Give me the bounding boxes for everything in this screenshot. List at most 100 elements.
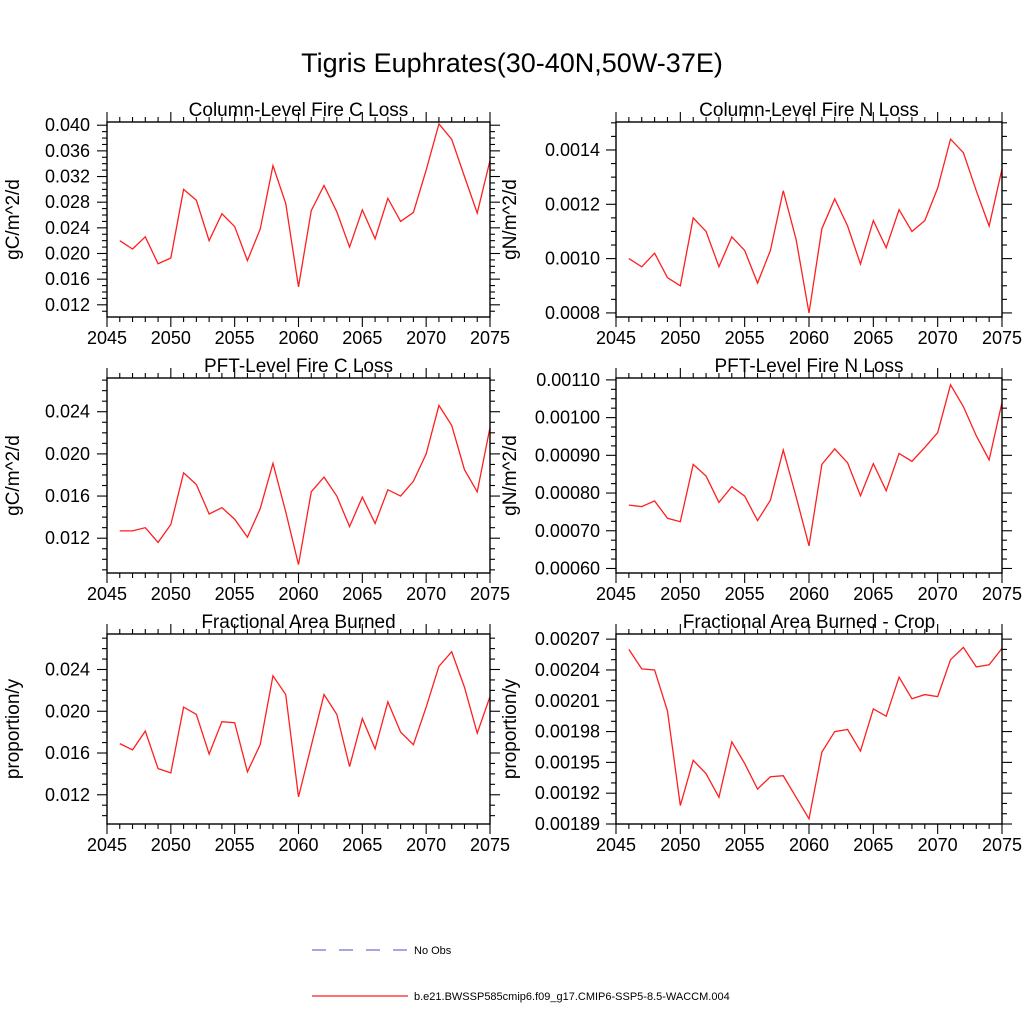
x-tick-label: 2055 xyxy=(215,584,255,604)
y-tick-label: 0.0010 xyxy=(545,249,600,269)
y-tick-label: 0.0012 xyxy=(545,194,600,214)
x-tick-label: 2065 xyxy=(342,328,382,348)
y-tick-label: 0.012 xyxy=(45,785,90,805)
y-tick-label: 0.012 xyxy=(45,528,90,548)
panels-group: Column-Level Fire C Loss gC/m^2/d 2045 2050… xyxy=(3,100,1022,855)
x-tick-label: 2075 xyxy=(470,328,510,348)
panel-3: PFT-Level Fire C Loss gC/m^2/d 2045 2050 205… xyxy=(3,356,510,604)
y-tick-label: 0.00192 xyxy=(535,783,600,803)
y-tick-label: 0.016 xyxy=(45,743,90,763)
legend-label-no-obs: No Obs xyxy=(414,945,452,957)
x-tick-label: 2075 xyxy=(470,584,510,604)
x-tick-label: 2055 xyxy=(215,328,255,348)
x-tick-label: 2045 xyxy=(596,835,636,855)
plot-frame xyxy=(615,633,1003,825)
plot-frame xyxy=(615,377,1003,574)
x-tick-label: 2050 xyxy=(660,835,700,855)
y-axis-label: gN/m^2/d xyxy=(500,435,521,516)
x-tick-label: 2065 xyxy=(853,584,893,604)
panel-5: Fractional Area Burned proportion/y 2045 20… xyxy=(3,612,510,855)
y-tick-label: 0.016 xyxy=(45,269,90,289)
x-tick-label: 2055 xyxy=(215,835,255,855)
y-axis-label: gN/m^2/d xyxy=(500,179,521,260)
x-tick-label: 2055 xyxy=(725,328,765,348)
y-axis-label: gC/m^2/d xyxy=(3,435,24,516)
y-tick-label: 0.024 xyxy=(45,659,90,679)
series-line xyxy=(119,650,491,798)
series-line xyxy=(628,137,1003,314)
panel-title: Column-Level Fire N Loss xyxy=(699,100,919,121)
x-tick-label: 2045 xyxy=(596,584,636,604)
series-line xyxy=(628,383,1003,547)
plot-frame xyxy=(615,121,1003,318)
x-tick-label: 2065 xyxy=(853,328,893,348)
panel-2: Column-Level Fire N Loss gN/m^2/d 2045 2050… xyxy=(500,100,1022,348)
y-tick-label: 0.00070 xyxy=(535,521,600,541)
legend: No Obs b.e21.BWSSP585cmip6.f09_g17.CMIP6… xyxy=(312,945,730,1003)
y-tick-label: 0.020 xyxy=(45,701,90,721)
x-tick-label: 2065 xyxy=(342,835,382,855)
y-tick-label: 0.00207 xyxy=(535,629,600,649)
panel-title: Fractional Area Burned xyxy=(201,612,395,633)
x-tick-label: 2055 xyxy=(725,835,765,855)
panel-title: PFT-Level Fire C Loss xyxy=(204,356,393,377)
x-tick-label: 2050 xyxy=(151,328,191,348)
x-tick-label: 2060 xyxy=(789,584,829,604)
y-tick-label: 0.00198 xyxy=(535,722,600,742)
x-tick-label: 2045 xyxy=(87,835,127,855)
panel-title: Column-Level Fire C Loss xyxy=(189,100,409,121)
y-tick-label: 0.012 xyxy=(45,295,90,315)
x-tick-label: 2070 xyxy=(406,584,446,604)
plot-frame xyxy=(106,121,491,318)
y-tick-label: 0.0014 xyxy=(545,140,600,160)
x-tick-label: 2055 xyxy=(725,584,765,604)
x-tick-label: 2065 xyxy=(853,835,893,855)
x-tick-label: 2075 xyxy=(470,835,510,855)
y-tick-label: 0.00201 xyxy=(535,691,600,711)
x-tick-label: 2075 xyxy=(982,584,1022,604)
x-tick-label: 2070 xyxy=(918,835,958,855)
y-tick-label: 0.040 xyxy=(45,115,90,135)
panel-1: Column-Level Fire C Loss gC/m^2/d 2045 2050… xyxy=(3,100,510,348)
x-tick-label: 2070 xyxy=(406,835,446,855)
panel-6: Fractional Area Burned - Crop proportion/… xyxy=(500,612,1022,855)
y-axis-label: gC/m^2/d xyxy=(3,179,24,260)
y-axis-label: proportion/y xyxy=(500,678,521,779)
x-tick-label: 2050 xyxy=(151,835,191,855)
x-tick-label: 2060 xyxy=(789,328,829,348)
x-tick-label: 2060 xyxy=(278,835,318,855)
panel-title: Fractional Area Burned - Crop xyxy=(683,612,935,633)
x-tick-label: 2060 xyxy=(789,835,829,855)
plot-frame xyxy=(106,377,491,574)
y-tick-label: 0.00100 xyxy=(535,408,600,428)
y-tick-label: 0.016 xyxy=(45,486,90,506)
plot-frame xyxy=(106,633,491,825)
panel-title: PFT-Level Fire N Loss xyxy=(715,356,904,377)
y-tick-label: 0.00080 xyxy=(535,483,600,503)
x-tick-label: 2045 xyxy=(87,328,127,348)
series-line xyxy=(628,646,1003,821)
legend-label-model: b.e21.BWSSP585cmip6.f09_g17.CMIP6-SSP5-8… xyxy=(414,991,730,1003)
x-tick-label: 2060 xyxy=(278,328,318,348)
y-tick-label: 0.036 xyxy=(45,141,90,161)
x-tick-label: 2065 xyxy=(342,584,382,604)
series-line xyxy=(119,403,491,565)
x-tick-label: 2050 xyxy=(660,328,700,348)
x-tick-label: 2050 xyxy=(660,584,700,604)
panel-4: PFT-Level Fire N Loss gN/m^2/d 2045 2050 205… xyxy=(500,356,1022,604)
series-line xyxy=(119,122,491,287)
x-tick-label: 2070 xyxy=(918,328,958,348)
y-tick-label: 0.00195 xyxy=(535,752,600,772)
x-tick-label: 2045 xyxy=(596,328,636,348)
y-tick-label: 0.028 xyxy=(45,192,90,212)
y-tick-label: 0.00060 xyxy=(535,558,600,578)
x-tick-label: 2060 xyxy=(278,584,318,604)
x-tick-label: 2070 xyxy=(406,328,446,348)
y-tick-label: 0.0008 xyxy=(545,303,600,323)
y-tick-label: 0.024 xyxy=(45,402,90,422)
x-tick-label: 2075 xyxy=(982,835,1022,855)
x-tick-label: 2050 xyxy=(151,584,191,604)
y-tick-label: 0.020 xyxy=(45,243,90,263)
